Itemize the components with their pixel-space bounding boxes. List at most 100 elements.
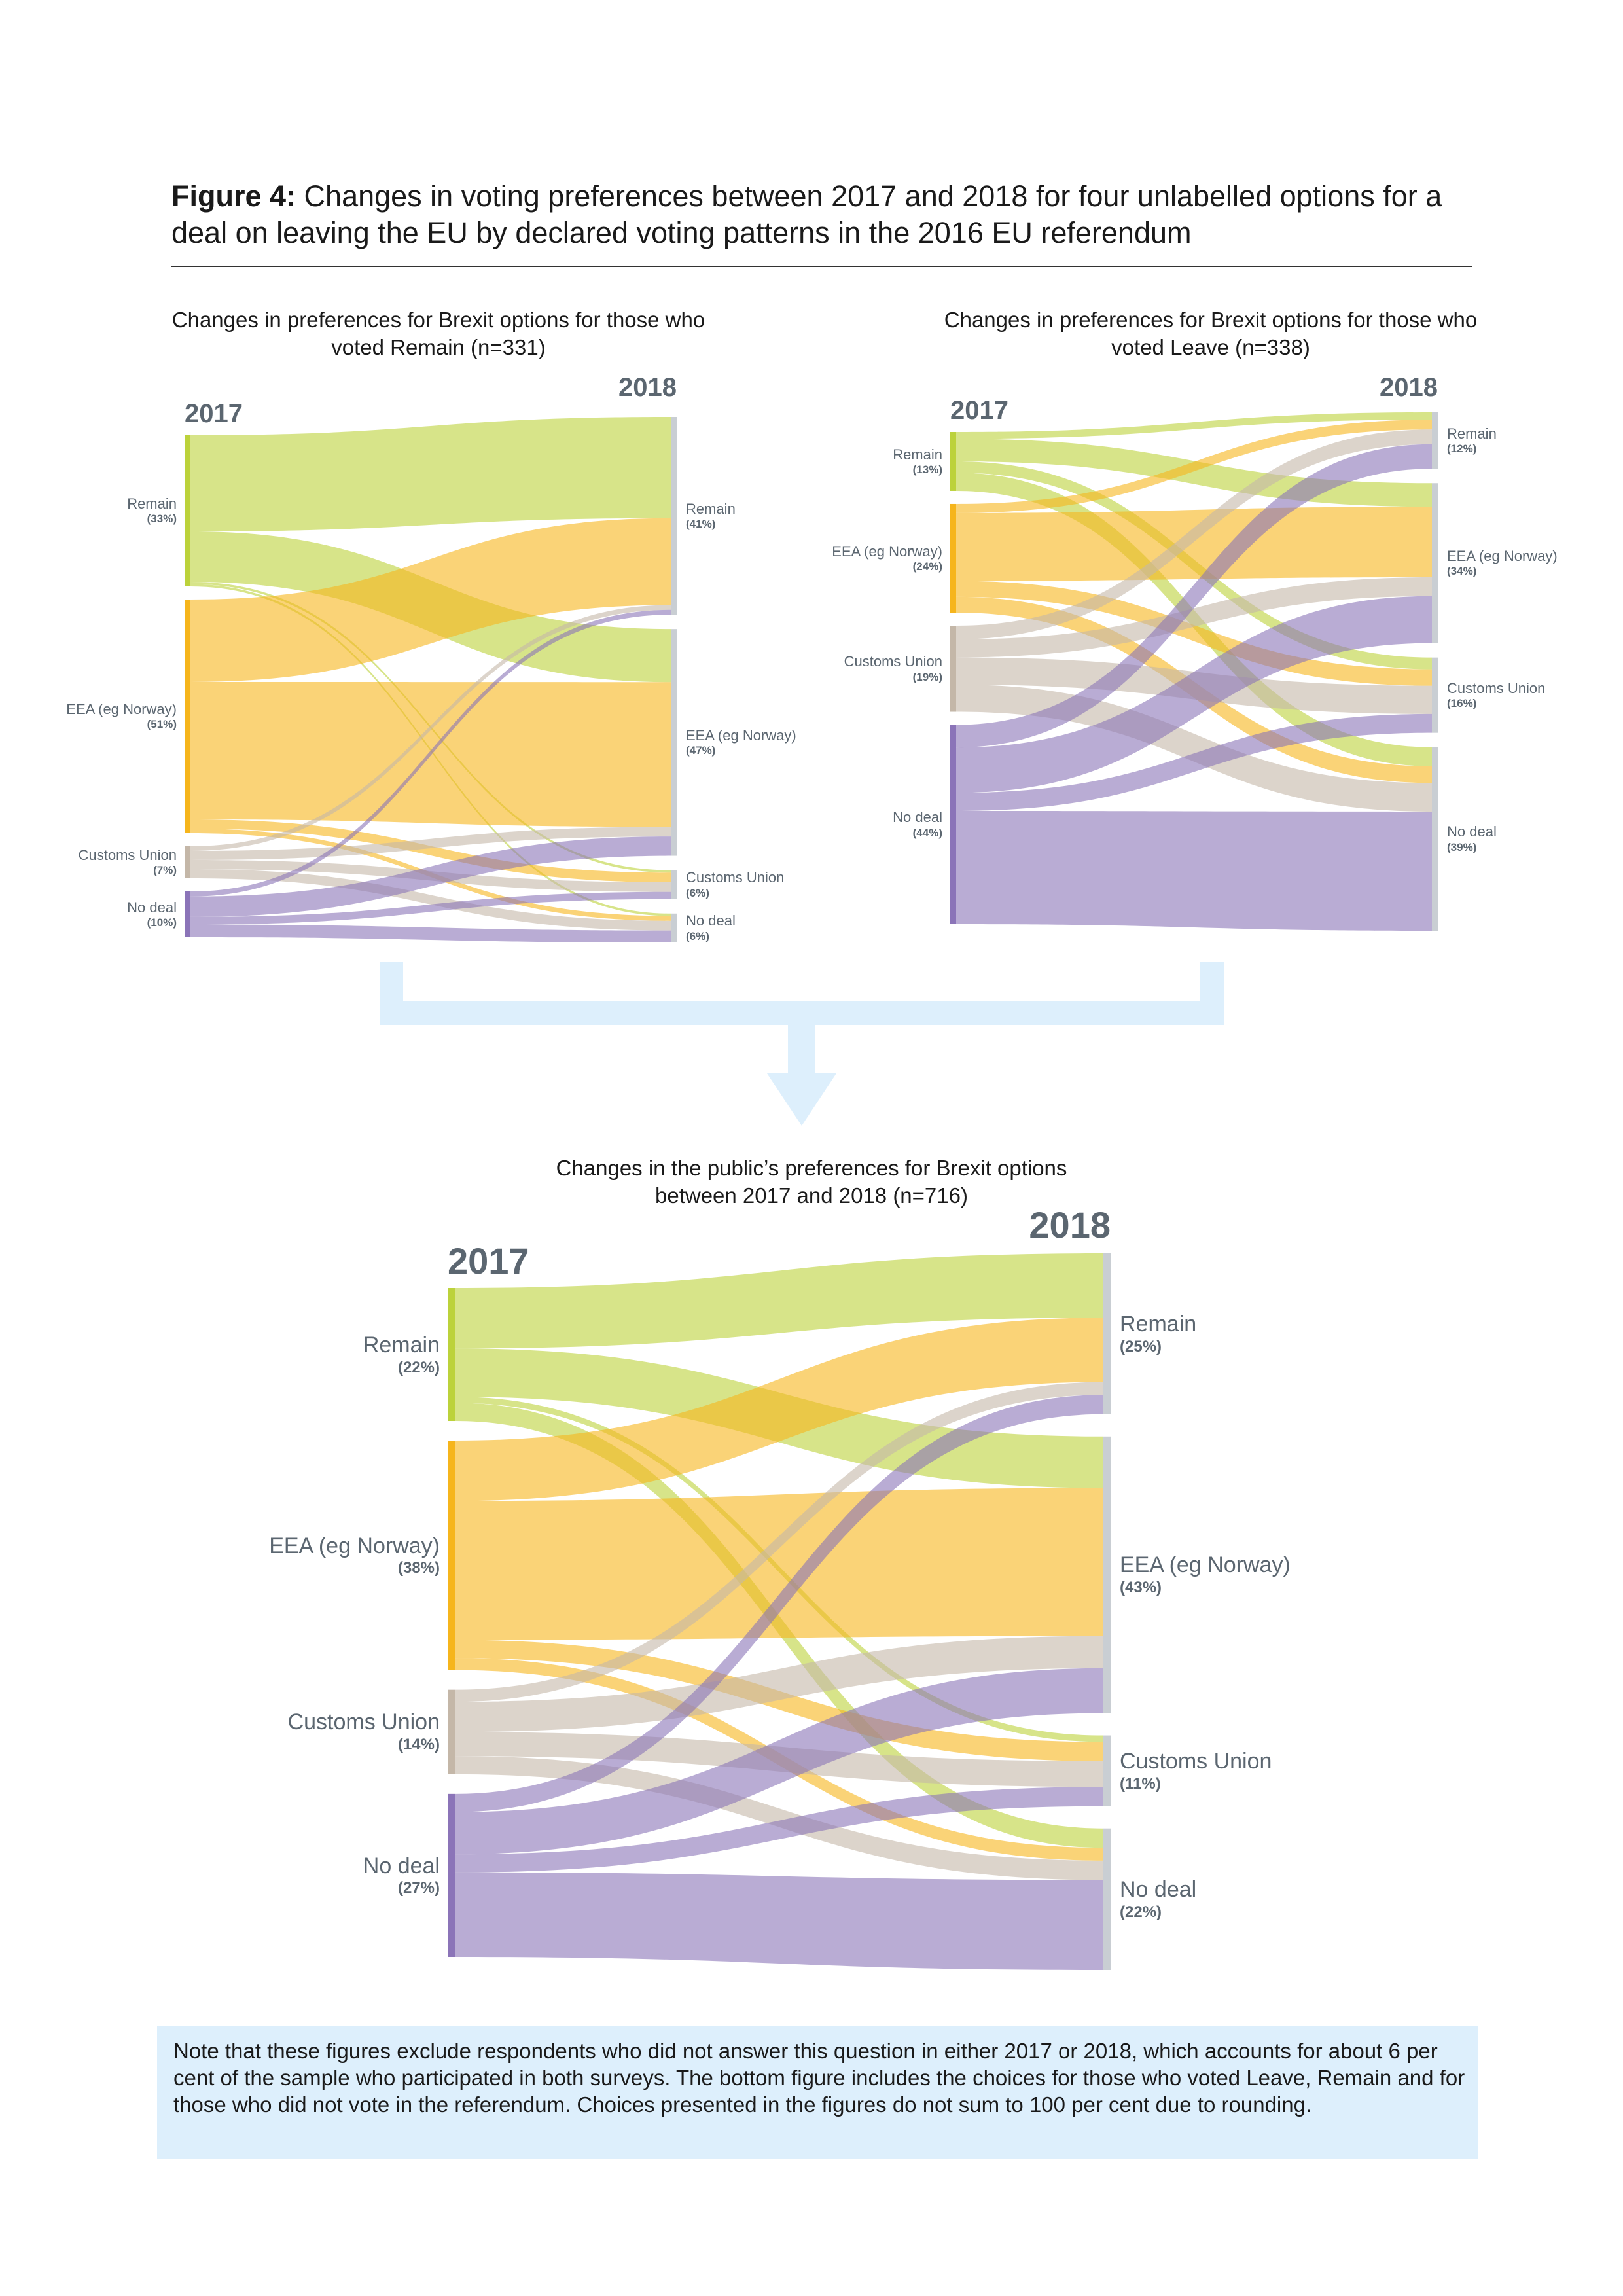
flow-remain-to-remain: [956, 412, 1432, 439]
node-percent: (16%): [1447, 697, 1477, 710]
flow-no-deal-to-eea-eg-norway: [190, 836, 671, 917]
flow-customs-union-to-eea-eg-norway: [190, 827, 671, 860]
source-year-label: 2017: [950, 396, 1008, 425]
target-label-customs-union: Customs Union (11%): [1120, 1748, 1382, 1794]
flow-customs-union-to-remain: [190, 605, 671, 851]
target-bar-remain: [1103, 1253, 1111, 1414]
node-name: Remain: [893, 446, 942, 463]
target-bar-remain: [671, 417, 677, 615]
node-percent: (13%): [912, 463, 942, 476]
node-percent: (6%): [686, 886, 709, 899]
node-name: EEA (eg Norway): [66, 701, 177, 718]
flow-eea-eg-norway-to-customs-union: [190, 819, 671, 882]
flow-no-deal-to-eea-eg-norway: [455, 1668, 1103, 1855]
node-name: Customs Union: [844, 653, 942, 670]
source-label-no-deal: No deal (10%): [0, 899, 177, 930]
node-name: No deal: [1120, 1877, 1197, 1903]
target-label-no-deal: No deal (39%): [1447, 823, 1623, 854]
node-name: EEA (eg Norway): [832, 543, 942, 560]
target-label-no-deal: No deal (6%): [686, 912, 948, 943]
target-year-label: 2018: [618, 373, 677, 402]
target-label-no-deal: No deal (22%): [1120, 1876, 1382, 1922]
flow-customs-union-to-no-deal: [190, 869, 671, 931]
source-bar-remain: [950, 432, 956, 491]
flow-no-deal-to-remain: [956, 444, 1432, 748]
node-percent: (39%): [1447, 840, 1477, 853]
node-percent: (47%): [686, 744, 716, 757]
node-name: Customs Union: [1447, 679, 1546, 696]
node-name: No deal: [686, 912, 736, 929]
source-bar-customs-union: [185, 846, 190, 878]
target-year-label: 2018: [1029, 1204, 1111, 1246]
source-label-no-deal: No deal (27%): [178, 1853, 440, 1899]
source-label-remain: Remain (13%): [681, 446, 942, 477]
node-percent: (22%): [397, 1358, 440, 1376]
node-name: Remain: [1447, 425, 1497, 442]
node-percent: (10%): [147, 916, 177, 929]
node-percent: (38%): [397, 1559, 440, 1577]
target-label-customs-union: Customs Union (6%): [686, 869, 948, 900]
flow-eea-eg-norway-to-customs-union: [956, 581, 1432, 686]
note-text: Note that these figures exclude responde…: [173, 2039, 1465, 2117]
node-percent: (41%): [686, 518, 716, 531]
node-percent: (33%): [147, 512, 177, 526]
flow-customs-union-to-remain: [455, 1382, 1103, 1702]
sankey-links: [455, 1253, 1103, 1970]
source-bar-no-deal: [185, 891, 190, 937]
target-label-remain: Remain (12%): [1447, 425, 1623, 456]
flow-eea-eg-norway-to-eea-eg-norway: [956, 507, 1432, 581]
flow-no-deal-to-no-deal: [455, 1872, 1103, 1970]
flow-no-deal-to-customs-union: [190, 891, 671, 925]
target-label-eea-eg-norway: EEA (eg Norway) (47%): [686, 727, 948, 758]
flow-no-deal-to-customs-union: [956, 713, 1432, 811]
node-name: Customs Union: [78, 847, 177, 864]
source-bar-eea-eg-norway: [950, 503, 956, 613]
node-percent: (43%): [1120, 1579, 1162, 1597]
source-label-customs-union: Customs Union (19%): [681, 653, 942, 684]
target-label-customs-union: Customs Union (16%): [1447, 680, 1623, 711]
target-bar-customs-union: [1103, 1735, 1111, 1806]
target-bar-eea-eg-norway: [1103, 1436, 1111, 1713]
node-name: Remain: [686, 500, 736, 517]
node-name: Customs Union: [686, 869, 785, 886]
node-name: EEA (eg Norway): [1120, 1552, 1291, 1578]
target-label-eea-eg-norway: EEA (eg Norway) (43%): [1120, 1552, 1382, 1598]
target-bar-eea-eg-norway: [671, 629, 677, 856]
source-label-eea-eg-norway: EEA (eg Norway) (51%): [0, 701, 177, 732]
flow-no-deal-to-remain: [190, 609, 671, 897]
target-bar-customs-union: [671, 870, 677, 899]
node-name: Remain: [363, 1332, 440, 1357]
flow-no-deal-to-eea-eg-norway: [956, 596, 1432, 793]
source-bar-customs-union: [448, 1689, 455, 1774]
source-year-label: 2017: [448, 1240, 529, 1282]
node-percent: (25%): [1120, 1337, 1162, 1355]
target-bar-no-deal: [671, 913, 677, 942]
source-label-remain: Remain (22%): [178, 1332, 440, 1378]
node-percent: (34%): [1447, 565, 1477, 578]
node-percent: (44%): [912, 826, 942, 839]
source-year-label: 2017: [185, 399, 243, 428]
source-bar-remain: [448, 1288, 455, 1422]
source-bar-eea-eg-norway: [185, 600, 190, 833]
flow-no-deal-to-remain: [455, 1395, 1103, 1812]
chart-public-title: Changes in the public’s preferences for …: [556, 1156, 1067, 1208]
node-name: EEA (eg Norway): [1447, 548, 1558, 565]
flow-remain-to-remain: [455, 1253, 1103, 1349]
target-year-label: 2018: [1380, 373, 1438, 402]
target-bar-remain: [1432, 412, 1438, 469]
flow-eea-eg-norway-to-remain: [455, 1318, 1103, 1501]
source-label-remain: Remain (33%): [0, 495, 177, 526]
source-bar-eea-eg-norway: [448, 1441, 455, 1670]
node-name: EEA (eg Norway): [686, 726, 796, 744]
flow-eea-eg-norway-to-customs-union: [455, 1640, 1103, 1761]
source-bar-no-deal: [448, 1793, 455, 1957]
node-percent: (6%): [686, 929, 709, 942]
title-divider: [171, 266, 1472, 267]
flow-eea-eg-norway-to-eea-eg-norway: [455, 1488, 1103, 1640]
node-name: Remain: [127, 495, 177, 512]
sankey-links: [956, 412, 1432, 931]
